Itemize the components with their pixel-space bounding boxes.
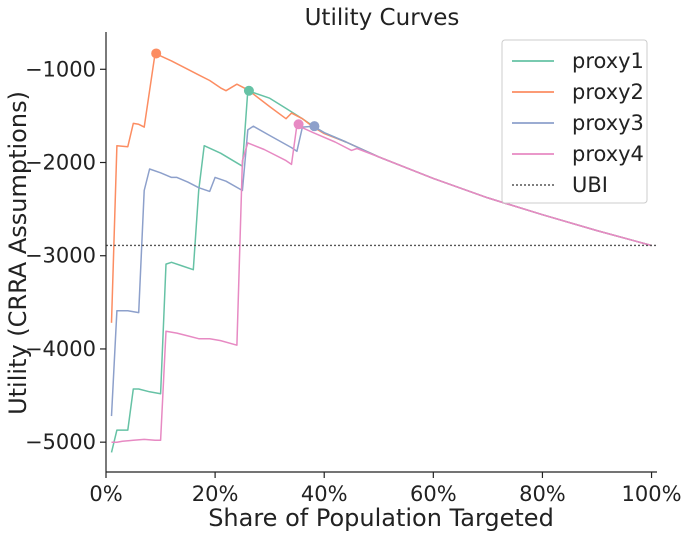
chart-title: Utility Curves (305, 5, 460, 31)
series-marker-proxy2 (151, 48, 162, 59)
plot-lines (106, 52, 657, 453)
y-tick-label: −2000 (25, 151, 96, 175)
y-tick-label: −1000 (25, 57, 96, 81)
series-marker-proxy4 (293, 119, 304, 130)
legend-label-proxy1: proxy1 (572, 49, 644, 73)
y-tick-label: −3000 (25, 244, 96, 268)
x-tick-label: 20% (192, 482, 239, 506)
legend: proxy1 proxy2 proxy3 proxy4 UBI (501, 39, 648, 204)
x-axis-label: Share of Population Targeted (208, 504, 554, 532)
x-tick-label: 100% (622, 482, 682, 506)
plot-markers (151, 48, 320, 132)
x-tick-label: 0% (89, 482, 122, 506)
legend-label-ubi: UBI (572, 173, 608, 197)
y-axis-ticks: −1000 −2000 −3000 −4000 −5000 (25, 57, 106, 454)
legend-frame (501, 39, 648, 204)
legend-label-proxy2: proxy2 (572, 80, 644, 104)
series-line-proxy4 (111, 124, 652, 443)
series-marker-proxy3 (309, 121, 320, 132)
legend-label-proxy3: proxy3 (572, 111, 644, 135)
series-marker-proxy1 (243, 85, 254, 96)
y-tick-label: −5000 (25, 430, 96, 454)
x-tick-label: 40% (301, 482, 348, 506)
x-tick-label: 80% (519, 482, 566, 506)
x-axis-ticks: 0% 20% 40% 60% 80% 100% (89, 472, 682, 506)
y-axis-label: Utility (CRRA Assumptions) (4, 91, 32, 415)
x-tick-label: 60% (410, 482, 457, 506)
legend-label-proxy4: proxy4 (572, 142, 644, 166)
y-tick-label: −4000 (25, 337, 96, 361)
